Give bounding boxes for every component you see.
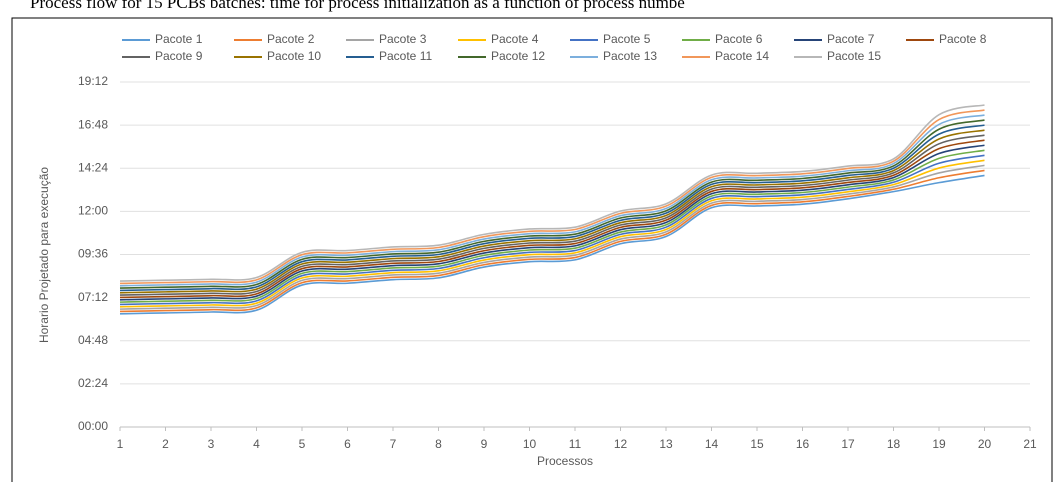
- legend-label: Pacote 13: [603, 49, 657, 63]
- x-tick-label: 8: [435, 437, 442, 451]
- x-tick-label: 10: [523, 437, 537, 451]
- x-tick-label: 1: [117, 437, 124, 451]
- x-tick-label: 21: [1023, 437, 1037, 451]
- y-tick-label: 14:24: [78, 160, 108, 174]
- y-tick-label: 00:00: [78, 419, 108, 433]
- series-line: [119, 124, 985, 292]
- chart-border: [11, 17, 1053, 482]
- series-line: [119, 164, 985, 310]
- series-line: [119, 169, 985, 313]
- series-line: [119, 174, 985, 315]
- y-tick-label: 02:24: [78, 376, 108, 390]
- series-line: [119, 119, 985, 289]
- y-tick-label: 07:12: [78, 290, 108, 304]
- x-tick-label: 4: [253, 437, 260, 451]
- legend-label: Pacote 4: [491, 32, 539, 46]
- chart-title: Process flow for 15 PCBs batches: time f…: [30, 0, 685, 12]
- x-tick-label: 19: [932, 437, 946, 451]
- legend-label: Pacote 6: [715, 32, 763, 46]
- x-tick-label: 20: [978, 437, 992, 451]
- y-tick-label: 04:48: [78, 333, 108, 347]
- y-axis-label: Horario Projetado para execução: [37, 167, 51, 343]
- legend-label: Pacote 12: [491, 49, 545, 63]
- series-line: [119, 139, 985, 299]
- x-tick-label: 9: [481, 437, 488, 451]
- x-tick-label: 15: [750, 437, 764, 451]
- x-tick-label: 2: [162, 437, 169, 451]
- x-tick-label: 3: [208, 437, 215, 451]
- legend-label: Pacote 8: [939, 32, 987, 46]
- series-line: [119, 159, 985, 308]
- legend-label: Pacote 5: [603, 32, 651, 46]
- y-tick-label: 09:36: [78, 247, 108, 261]
- series-line: [119, 129, 985, 294]
- x-tick-label: 16: [796, 437, 810, 451]
- x-tick-label: 14: [705, 437, 719, 451]
- series-line: [119, 104, 985, 282]
- x-tick-label: 6: [344, 437, 351, 451]
- x-tick-label: 7: [390, 437, 397, 451]
- y-tick-label: 12:00: [78, 204, 108, 218]
- x-tick-label: 12: [614, 437, 628, 451]
- x-axis-label: Processos: [537, 454, 593, 468]
- series-line: [119, 144, 985, 301]
- legend-label: Pacote 10: [267, 49, 321, 63]
- series-line: [119, 149, 985, 303]
- series-line: [119, 134, 985, 296]
- y-tick-label: 19:12: [78, 74, 108, 88]
- series-line: [119, 109, 985, 285]
- legend-label: Pacote 2: [267, 32, 315, 46]
- series-line: [119, 114, 985, 287]
- x-tick-label: 13: [659, 437, 673, 451]
- legend-label: Pacote 11: [379, 49, 432, 63]
- x-tick-label: 18: [887, 437, 901, 451]
- legend-label: Pacote 3: [379, 32, 427, 46]
- legend-label: Pacote 14: [715, 49, 769, 63]
- legend-label: Pacote 15: [827, 49, 881, 63]
- legend-label: Pacote 7: [827, 32, 875, 46]
- legend-label: Pacote 9: [155, 49, 203, 63]
- legend-label: Pacote 1: [155, 32, 203, 46]
- x-tick-label: 11: [569, 437, 582, 451]
- y-tick-label: 16:48: [78, 117, 108, 131]
- x-tick-label: 5: [299, 437, 306, 451]
- x-tick-label: 17: [841, 437, 855, 451]
- series-line: [119, 154, 985, 306]
